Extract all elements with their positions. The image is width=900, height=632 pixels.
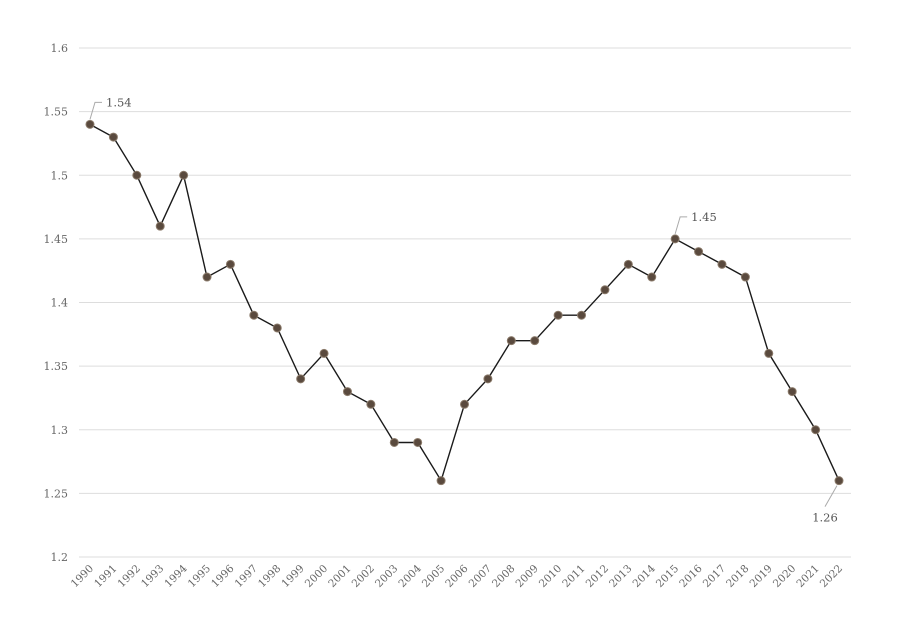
data-point (530, 336, 540, 346)
x-tick-label: 2016 (677, 562, 705, 590)
y-tick-label: 1.5 (51, 169, 69, 182)
y-axis-tick-labels: 1.2 1.25 1.3 1.35 1.4 1.45 1.5 1.55 1.6 (44, 42, 69, 564)
grid-lines (79, 47, 851, 558)
data-point (740, 272, 750, 282)
data-point (366, 399, 376, 409)
x-tick-label: 2022 (818, 563, 845, 590)
x-tick-label: 1998 (256, 563, 283, 590)
data-point (319, 348, 329, 358)
annotation-leader (824, 485, 838, 507)
data-point (811, 425, 821, 435)
x-tick-label: 2009 (513, 563, 540, 590)
data-point (272, 323, 282, 333)
data-point (132, 170, 142, 180)
x-tick-label: 1997 (233, 563, 260, 590)
y-tick-label: 1.4 (51, 297, 69, 310)
data-point (787, 387, 797, 397)
data-point (460, 399, 469, 409)
data-point (670, 234, 680, 244)
x-tick-label: 2021 (794, 563, 821, 590)
data-point (155, 221, 165, 231)
data-point (202, 272, 212, 282)
data-point (506, 336, 516, 346)
data-point (623, 259, 633, 269)
x-tick-label: 2019 (748, 563, 775, 590)
x-tick-label: 2003 (373, 563, 400, 590)
data-point (85, 119, 95, 129)
data-annotations: 1.54 1.45 1.26 (89, 95, 838, 525)
data-point (413, 437, 423, 447)
x-tick-label: 2011 (560, 563, 587, 590)
data-points (85, 119, 844, 486)
data-annotation-label: 1.54 (106, 95, 132, 109)
y-tick-label: 1.55 (44, 106, 69, 119)
data-point (483, 374, 493, 384)
y-tick-label: 1.2 (51, 551, 69, 564)
x-tick-label: 1996 (209, 562, 237, 590)
x-tick-label: 1999 (279, 563, 306, 590)
y-tick-label: 1.3 (51, 424, 69, 437)
data-point (764, 348, 774, 358)
x-tick-label: 2020 (771, 563, 798, 590)
x-tick-label: 2006 (443, 562, 471, 590)
x-tick-label: 2017 (701, 563, 728, 590)
data-point (389, 437, 399, 447)
y-tick-label: 1.35 (44, 360, 69, 373)
data-point (342, 387, 352, 397)
data-point (436, 476, 446, 486)
x-tick-label: 2004 (396, 562, 424, 590)
data-point (577, 310, 587, 320)
x-tick-label: 1991 (92, 563, 119, 590)
x-tick-label: 2005 (420, 563, 447, 590)
x-tick-label: 2013 (607, 563, 634, 590)
data-point (553, 310, 563, 320)
annotation-leader (89, 101, 102, 120)
data-point (717, 259, 727, 269)
data-point (296, 374, 306, 384)
data-annotation-label: 1.26 (812, 511, 838, 525)
data-point (249, 310, 259, 320)
data-point (834, 476, 844, 486)
x-tick-label: 1993 (139, 563, 166, 590)
x-tick-label: 2000 (303, 563, 330, 590)
data-point (108, 132, 118, 142)
x-tick-label: 2012 (584, 563, 611, 590)
data-point (600, 285, 610, 295)
x-tick-label: 1992 (116, 563, 143, 590)
y-tick-label: 1.6 (51, 42, 69, 55)
y-tick-label: 1.45 (44, 233, 69, 246)
annotation-leader (674, 216, 688, 235)
x-tick-label: 2010 (537, 563, 564, 590)
x-tick-label: 2014 (630, 562, 658, 590)
x-tick-label: 1994 (162, 562, 190, 590)
data-point (647, 272, 657, 282)
data-point (179, 170, 189, 180)
x-tick-label: 2002 (350, 563, 377, 590)
x-tick-label: 1995 (186, 563, 213, 590)
data-annotation-label: 1.45 (691, 210, 717, 224)
data-point (225, 259, 235, 269)
x-tick-label: 2018 (724, 563, 751, 590)
x-tick-label: 1990 (69, 563, 96, 590)
x-tick-label: 2001 (326, 563, 353, 590)
x-tick-label: 2008 (490, 563, 517, 590)
x-tick-label: 2015 (654, 563, 681, 590)
x-axis-tick-labels: 1990199119921993199419951996199719981999… (69, 562, 845, 590)
data-point (694, 247, 704, 257)
y-tick-label: 1.25 (44, 487, 69, 500)
x-tick-label: 2007 (467, 563, 494, 590)
